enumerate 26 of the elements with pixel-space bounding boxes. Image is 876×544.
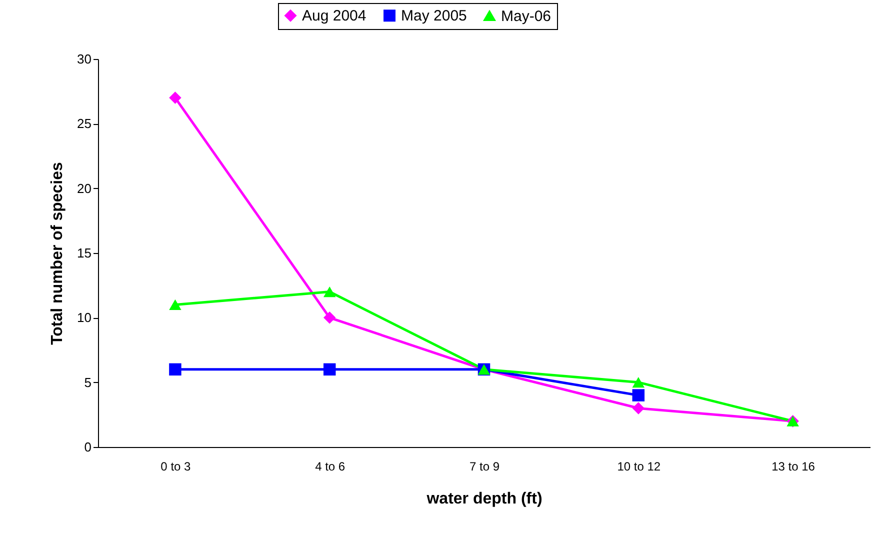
point <box>632 402 645 414</box>
x-tick-label: 0 to 3 <box>160 460 192 474</box>
y-tick-label: 0 <box>84 440 92 454</box>
point <box>323 312 336 324</box>
y-tick-label: 10 <box>77 310 92 326</box>
y-tick-label: 25 <box>77 116 92 132</box>
point <box>632 377 645 388</box>
legend-label: May-06 <box>501 8 552 25</box>
point <box>169 299 182 310</box>
point <box>632 389 645 402</box>
y-tick-label: 5 <box>84 374 92 390</box>
x-tick-label: 13 to 16 <box>772 460 816 474</box>
x-tick-label: 10 to 12 <box>617 460 661 474</box>
x-tick-label: 7 to 9 <box>469 460 500 474</box>
x-axis-title: water depth (ft) <box>426 490 542 508</box>
point <box>169 92 182 104</box>
point <box>169 363 182 376</box>
point <box>323 286 336 298</box>
y-axis-title: Total number of species <box>49 162 66 345</box>
x-tick-label: 4 to 6 <box>315 460 346 474</box>
legend-label: May 2005 <box>401 8 467 25</box>
y-tick-label: 15 <box>77 246 92 260</box>
legend-label: Aug 2004 <box>302 8 366 25</box>
point <box>323 363 336 376</box>
y-tick-label: 20 <box>77 180 92 196</box>
y-tick-label: 30 <box>77 52 92 66</box>
